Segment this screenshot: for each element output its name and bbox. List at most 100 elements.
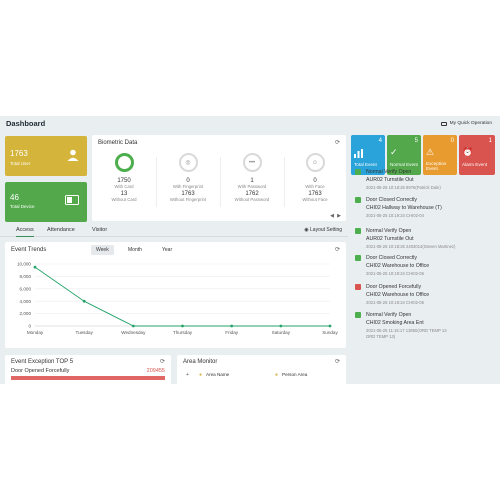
- event-t3: 2021-05-25 11:15:17 13850(ORD TEMP 13: [366, 328, 447, 333]
- normal-event-value: 5: [414, 138, 418, 144]
- bar-chart-icon: [354, 149, 363, 158]
- event-t3: 2021-05-25 10:19:24 CHI02-04: [366, 213, 424, 218]
- data-point[interactable]: [230, 324, 234, 328]
- person-icon: ●: [275, 372, 279, 378]
- with-face-value: 0: [313, 178, 317, 184]
- settings-icon: ◉: [304, 227, 309, 233]
- area-name-header: Area Name: [206, 372, 230, 377]
- layout-setting-button[interactable]: ◉ Layout Setting: [304, 227, 342, 233]
- data-point[interactable]: [328, 324, 332, 328]
- x-tick-label: Wednesday: [121, 330, 146, 335]
- bio-card-column: 1750 With Card 13 Without Card: [92, 153, 156, 215]
- data-point[interactable]: [131, 324, 135, 328]
- total-device-tile[interactable]: 46 Total Device: [5, 182, 87, 222]
- event-t1: Door Closed Correctly: [366, 255, 418, 261]
- page-title: Dashboard: [6, 119, 46, 128]
- bio-password-column: ••• 1 With Password 1762 Without Passwor…: [220, 153, 284, 215]
- tab-visitor[interactable]: Visitor: [92, 227, 108, 233]
- refresh-icon[interactable]: ⟳: [334, 140, 340, 146]
- alarm-status-icon: [355, 284, 361, 290]
- data-point[interactable]: [33, 265, 37, 269]
- normal-status-icon: [355, 197, 361, 203]
- expand-icon[interactable]: +: [186, 372, 189, 378]
- event-t2: CHI02 Hallway to Warehouse (T): [366, 205, 442, 211]
- without-password-value: 1762: [245, 191, 259, 197]
- series-line: [34, 266, 330, 327]
- alarm-icon: ⏰: [462, 147, 474, 157]
- dashboard-header: Dashboard My Quick Operation: [0, 116, 500, 132]
- biometric-title: Biometric Data: [98, 140, 138, 146]
- area-monitor-card: Area Monitor ⟳ + ● Area Name ● Person Ar…: [177, 355, 346, 384]
- data-point[interactable]: [82, 299, 86, 303]
- data-point[interactable]: [279, 324, 283, 328]
- exception-event-tile[interactable]: 0 Exception Event ⚠: [423, 135, 457, 175]
- event-trends-title: Event Trends: [11, 247, 47, 253]
- total-user-value: 1763: [10, 149, 28, 158]
- normal-event-tile[interactable]: 5 Normal Event ✓: [387, 135, 421, 175]
- normal-status-icon: [355, 312, 361, 318]
- without-face-label: Without Face: [302, 197, 328, 202]
- area-icon: ●: [199, 372, 203, 378]
- area-monitor-title: Area Monitor: [183, 359, 218, 365]
- x-tick-label: Friday: [225, 330, 238, 335]
- event-t1: Normal Verify Open: [366, 228, 412, 234]
- x-tick-label: Monday: [27, 330, 44, 335]
- normal-status-icon: [355, 228, 361, 234]
- exception-top5-title: Event Exception TOP 5: [11, 359, 74, 365]
- event-list-item[interactable]: Door Closed Correctly CHI02 Warehouse to …: [355, 255, 495, 281]
- total-event-tile[interactable]: 4 Total Event: [351, 135, 385, 175]
- bio-fingerprint-column: ◎ 0 With Fingerprint 1763 Without Finger…: [156, 153, 220, 215]
- with-face-label: With Face: [305, 184, 325, 189]
- event-t4: ORD TEMP 13): [366, 334, 396, 339]
- total-user-tile[interactable]: 1763 Total User: [5, 136, 87, 176]
- total-event-value: 4: [378, 138, 382, 144]
- alarm-event-tile[interactable]: 1 Alarm Event ⏰: [459, 135, 495, 175]
- total-event-label: Total Event: [354, 162, 377, 167]
- without-card-label: Without Card: [111, 197, 137, 202]
- layout-setting-label: Layout Setting: [310, 227, 342, 233]
- with-card-label: With Card: [114, 184, 134, 189]
- user-icon: [67, 149, 79, 161]
- segment-year[interactable]: Year: [162, 247, 173, 253]
- with-password-value: 1: [250, 178, 254, 184]
- data-point[interactable]: [181, 324, 184, 328]
- total-device-value: 46: [10, 193, 19, 202]
- tab-access[interactable]: Access: [16, 227, 34, 237]
- refresh-icon[interactable]: ⟳: [159, 359, 165, 365]
- y-tick-label: 0: [28, 324, 31, 329]
- y-tick-label: 2,000: [20, 311, 32, 316]
- segment-week[interactable]: Week: [91, 245, 114, 255]
- without-fingerprint-label: Without Fingerprint: [169, 197, 207, 202]
- event-t3: 2021-05-25 10:18:26 2403014(Steven Marti…: [366, 244, 456, 249]
- event-trends-card: Event Trends Week Month Year ⟳ 10,000 8,0…: [5, 242, 346, 348]
- event-t1: Door Closed Correctly: [366, 197, 418, 203]
- x-tick-label: Sunday: [322, 330, 338, 335]
- exception-item-label: Door Opened Forcefully: [11, 368, 70, 374]
- exception-item-bar: [11, 376, 165, 380]
- event-list-item[interactable]: Door Closed Correctly CHI02 Hallway to Wa…: [355, 197, 495, 223]
- quick-operation-button[interactable]: My Quick Operation: [440, 121, 492, 126]
- warning-icon: ⚠: [426, 147, 435, 157]
- y-tick-label: 10,000: [17, 262, 31, 267]
- x-tick-label: Tuesday: [75, 330, 93, 335]
- event-t3: 2021-05-25 10:19:24 CHI02-06: [366, 271, 424, 276]
- prev-icon[interactable]: ◀: [330, 213, 334, 219]
- event-list-item[interactable]: Normal Verify Open CHI02 Smoking Area Ent…: [355, 312, 495, 339]
- exception-top5-card: Event Exception TOP 5 ⟳ Door Opened Forc…: [5, 355, 171, 384]
- refresh-icon[interactable]: ⟳: [334, 247, 340, 253]
- event-list-item[interactable]: Normal Verify Open AUR02 Turnstile Out 202…: [355, 228, 495, 254]
- event-list-item[interactable]: Door Opened Forcefully CHI02 Warehouse to…: [355, 284, 495, 310]
- refresh-icon[interactable]: ⟳: [334, 359, 340, 365]
- segment-month[interactable]: Month: [128, 247, 142, 253]
- next-icon[interactable]: ▶: [337, 213, 341, 219]
- event-t2: AUR02 Turnstile Out: [366, 236, 414, 242]
- event-list-item[interactable]: Normal Verify Open AUR02 Turnstile Out 202…: [355, 169, 495, 195]
- without-fingerprint-value: 1763: [181, 191, 195, 197]
- total-device-label: Total Device: [10, 204, 35, 209]
- y-tick-label: 4,000: [20, 299, 32, 304]
- tab-attendance[interactable]: Attendance: [47, 227, 75, 233]
- password-icon: •••: [242, 153, 262, 172]
- with-fingerprint-value: 0: [186, 178, 190, 184]
- normal-event-label: Normal Event: [390, 162, 418, 167]
- event-t2: CHI02 Smoking Area Ent: [366, 320, 424, 326]
